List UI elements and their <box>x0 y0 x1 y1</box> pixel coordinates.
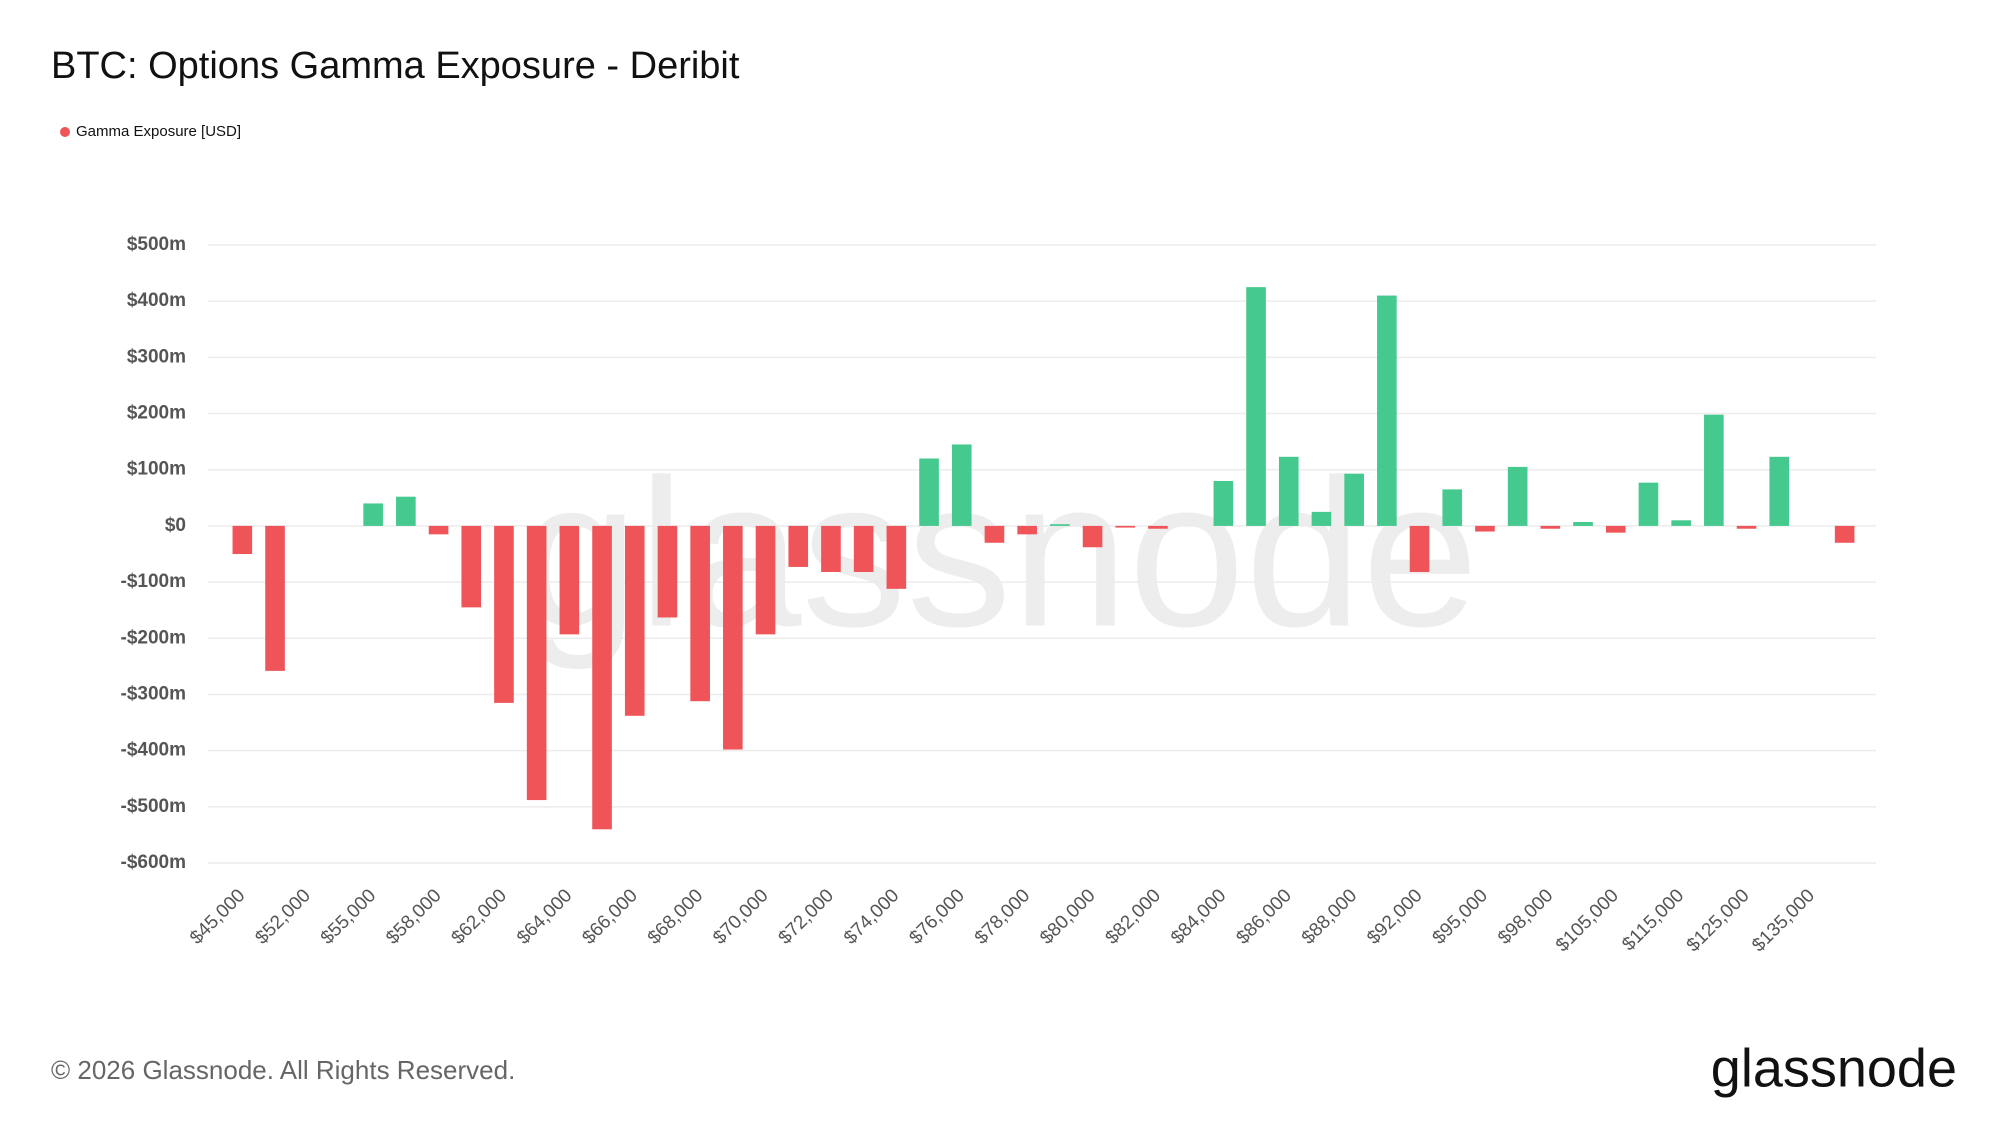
x-tick-label: $74,000 <box>840 885 903 948</box>
x-tick-label: $80,000 <box>1036 885 1099 948</box>
bar <box>1082 525 1103 548</box>
bar <box>821 525 841 572</box>
x-tick-label: $84,000 <box>1167 885 1230 948</box>
x-tick-label: $115,000 <box>1618 885 1688 955</box>
bar <box>755 525 776 635</box>
y-tick-label: -$200m <box>121 627 187 648</box>
x-tick-label: $92,000 <box>1363 885 1426 948</box>
bar <box>1344 473 1364 526</box>
y-tick-label: -$300m <box>121 683 187 704</box>
bar <box>559 525 580 635</box>
x-tick-label: $135,000 <box>1748 885 1819 956</box>
bar <box>886 525 907 589</box>
logo: glassnode <box>1711 1038 1957 1098</box>
bar <box>1311 511 1332 526</box>
y-tick-label: $100m <box>127 459 186 480</box>
y-tick-label: $500m <box>127 234 186 255</box>
legend-marker <box>60 127 70 137</box>
bar <box>984 525 1005 543</box>
bar <box>1050 524 1070 526</box>
y-tick-label: -$100m <box>121 571 187 592</box>
x-tick-label: $88,000 <box>1298 885 1361 948</box>
x-tick-label: $68,000 <box>644 885 707 948</box>
bar <box>723 525 743 750</box>
x-tick-label: $72,000 <box>775 885 838 948</box>
chart-title: BTC: Options Gamma Exposure - Deribit <box>51 45 740 87</box>
bar <box>1507 466 1528 526</box>
bar <box>788 525 809 567</box>
x-tick-label: $45,000 <box>186 885 249 948</box>
x-tick-label: $55,000 <box>317 885 380 948</box>
x-tick-label: $125,000 <box>1683 885 1754 956</box>
bar <box>853 525 874 572</box>
bar <box>232 525 253 554</box>
bar <box>396 496 416 526</box>
bar <box>265 525 285 671</box>
bar <box>428 525 449 535</box>
x-tick-label: $98,000 <box>1494 885 1557 948</box>
bar <box>1017 525 1037 535</box>
legend-label: Gamma Exposure [USD] <box>76 123 241 140</box>
bar <box>1246 287 1266 526</box>
bar <box>1704 414 1724 526</box>
bar <box>1213 480 1234 526</box>
bar <box>919 458 939 526</box>
bar <box>1671 520 1691 526</box>
watermark: glassnode <box>521 435 1478 670</box>
x-tick-label: $70,000 <box>709 885 772 948</box>
y-tick-label: $200m <box>127 403 186 424</box>
bar <box>657 525 678 618</box>
x-tick-label: $58,000 <box>382 885 445 948</box>
y-tick-label: -$400m <box>121 740 187 761</box>
bar <box>1377 295 1397 526</box>
bar <box>1442 489 1463 526</box>
x-tick-label: $76,000 <box>905 885 968 948</box>
bar <box>1148 525 1168 529</box>
y-tick-label: $300m <box>127 346 186 367</box>
y-tick-label: $0 <box>165 515 186 536</box>
bar <box>1736 525 1757 529</box>
x-tick-label: $82,000 <box>1102 885 1165 948</box>
bar <box>461 525 482 608</box>
x-tick-label: $64,000 <box>513 885 576 948</box>
x-tick-label: $105,000 <box>1552 885 1623 956</box>
bar <box>1115 525 1136 528</box>
bar <box>1573 521 1593 526</box>
bar <box>1605 525 1626 533</box>
bar <box>1409 525 1430 572</box>
x-tick-label: $66,000 <box>578 885 641 948</box>
y-tick-label: -$500m <box>121 796 187 817</box>
bar <box>1638 482 1659 526</box>
x-tick-label: $78,000 <box>971 885 1034 948</box>
bar <box>1834 525 1855 543</box>
x-tick-label: $86,000 <box>1232 885 1295 948</box>
footer: © 2026 Glassnode. All Rights Reserved. <box>51 1055 515 1085</box>
x-tick-label: $52,000 <box>251 885 314 948</box>
bar <box>363 503 383 526</box>
bar <box>1540 525 1561 529</box>
y-tick-label: -$600m <box>121 852 187 873</box>
bar <box>951 444 972 526</box>
bar <box>592 525 612 830</box>
bar <box>1769 456 1790 526</box>
bar <box>624 525 645 716</box>
x-tick-label: $62,000 <box>448 885 511 948</box>
bar <box>494 525 514 703</box>
bar <box>690 525 710 702</box>
bar <box>1278 456 1299 526</box>
x-tick-label: $95,000 <box>1429 885 1492 948</box>
bar <box>526 525 547 801</box>
bar <box>1475 525 1495 532</box>
y-tick-label: $400m <box>127 290 186 311</box>
